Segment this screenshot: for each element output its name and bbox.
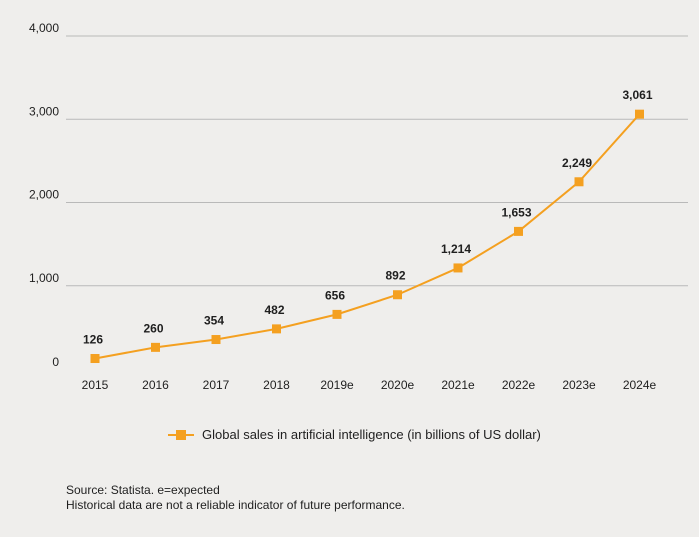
series-line: [94, 113, 641, 360]
data-point-marker: [272, 324, 281, 334]
data-point-marker: [211, 335, 221, 345]
data-label: 482: [264, 303, 284, 317]
legend: Global sales in artificial intelligence …: [168, 427, 541, 442]
x-tick-label: 2017: [203, 378, 230, 392]
gridlines: [66, 35, 688, 287]
y-tick-label: 3,000: [29, 104, 59, 118]
x-tick-label: 2015: [82, 378, 109, 392]
x-tick-label: 2019e: [320, 378, 354, 392]
series-lines: [94, 113, 641, 360]
data-point-marker: [393, 290, 402, 300]
y-tick-label: 2,000: [29, 188, 59, 202]
data-point-marker: [151, 342, 160, 352]
data-label: 126: [83, 333, 103, 347]
x-tick-label: 2024e: [623, 378, 657, 392]
data-label: 354: [204, 314, 224, 328]
data-label: 1,214: [441, 242, 471, 256]
data-label: 892: [385, 269, 405, 283]
x-tick-label: 2018: [263, 378, 290, 392]
footer-notes: Source: Statista. e=expected Historical …: [66, 483, 405, 513]
legend-marker: [176, 430, 186, 440]
x-tick-label: 2022e: [502, 378, 536, 392]
data-label: 260: [143, 321, 163, 335]
data-label: 656: [325, 288, 345, 302]
series-markers: [90, 109, 644, 364]
x-tick-label: 2020e: [381, 378, 415, 392]
data-point-marker: [514, 226, 523, 236]
x-tick-label: 2016: [142, 378, 169, 392]
y-tick-label: 4,000: [29, 21, 59, 35]
x-axis-tick-labels: 2015 2016 2017 2018 2019e 2020e 2021e 2022e 2023…: [82, 378, 657, 392]
y-tick-label: 1,000: [29, 271, 59, 285]
data-point-marker: [635, 109, 644, 119]
data-point-marker: [332, 309, 342, 319]
y-axis-tick-labels: 0 1,000 2,000 3,000 4,000: [29, 21, 59, 369]
x-tick-label: 2021e: [441, 378, 475, 392]
data-point-marker: [90, 354, 100, 364]
legend-label: Global sales in artificial intelligence …: [202, 427, 541, 442]
data-point-marker: [574, 177, 584, 187]
data-point-marker: [453, 263, 463, 273]
data-label: 1,653: [501, 205, 531, 219]
data-label: 3,061: [622, 88, 652, 102]
x-tick-label: 2023e: [562, 378, 596, 392]
source-note: Source: Statista. e=expected: [66, 483, 220, 497]
data-labels: 126 260 354 482 656 892 1,214 1,653 2,249 3,061: [83, 88, 653, 346]
data-label: 2,249: [562, 156, 592, 170]
disclaimer-note: Historical data are not a reliable indic…: [66, 498, 405, 512]
y-tick-label: 0: [52, 355, 59, 369]
